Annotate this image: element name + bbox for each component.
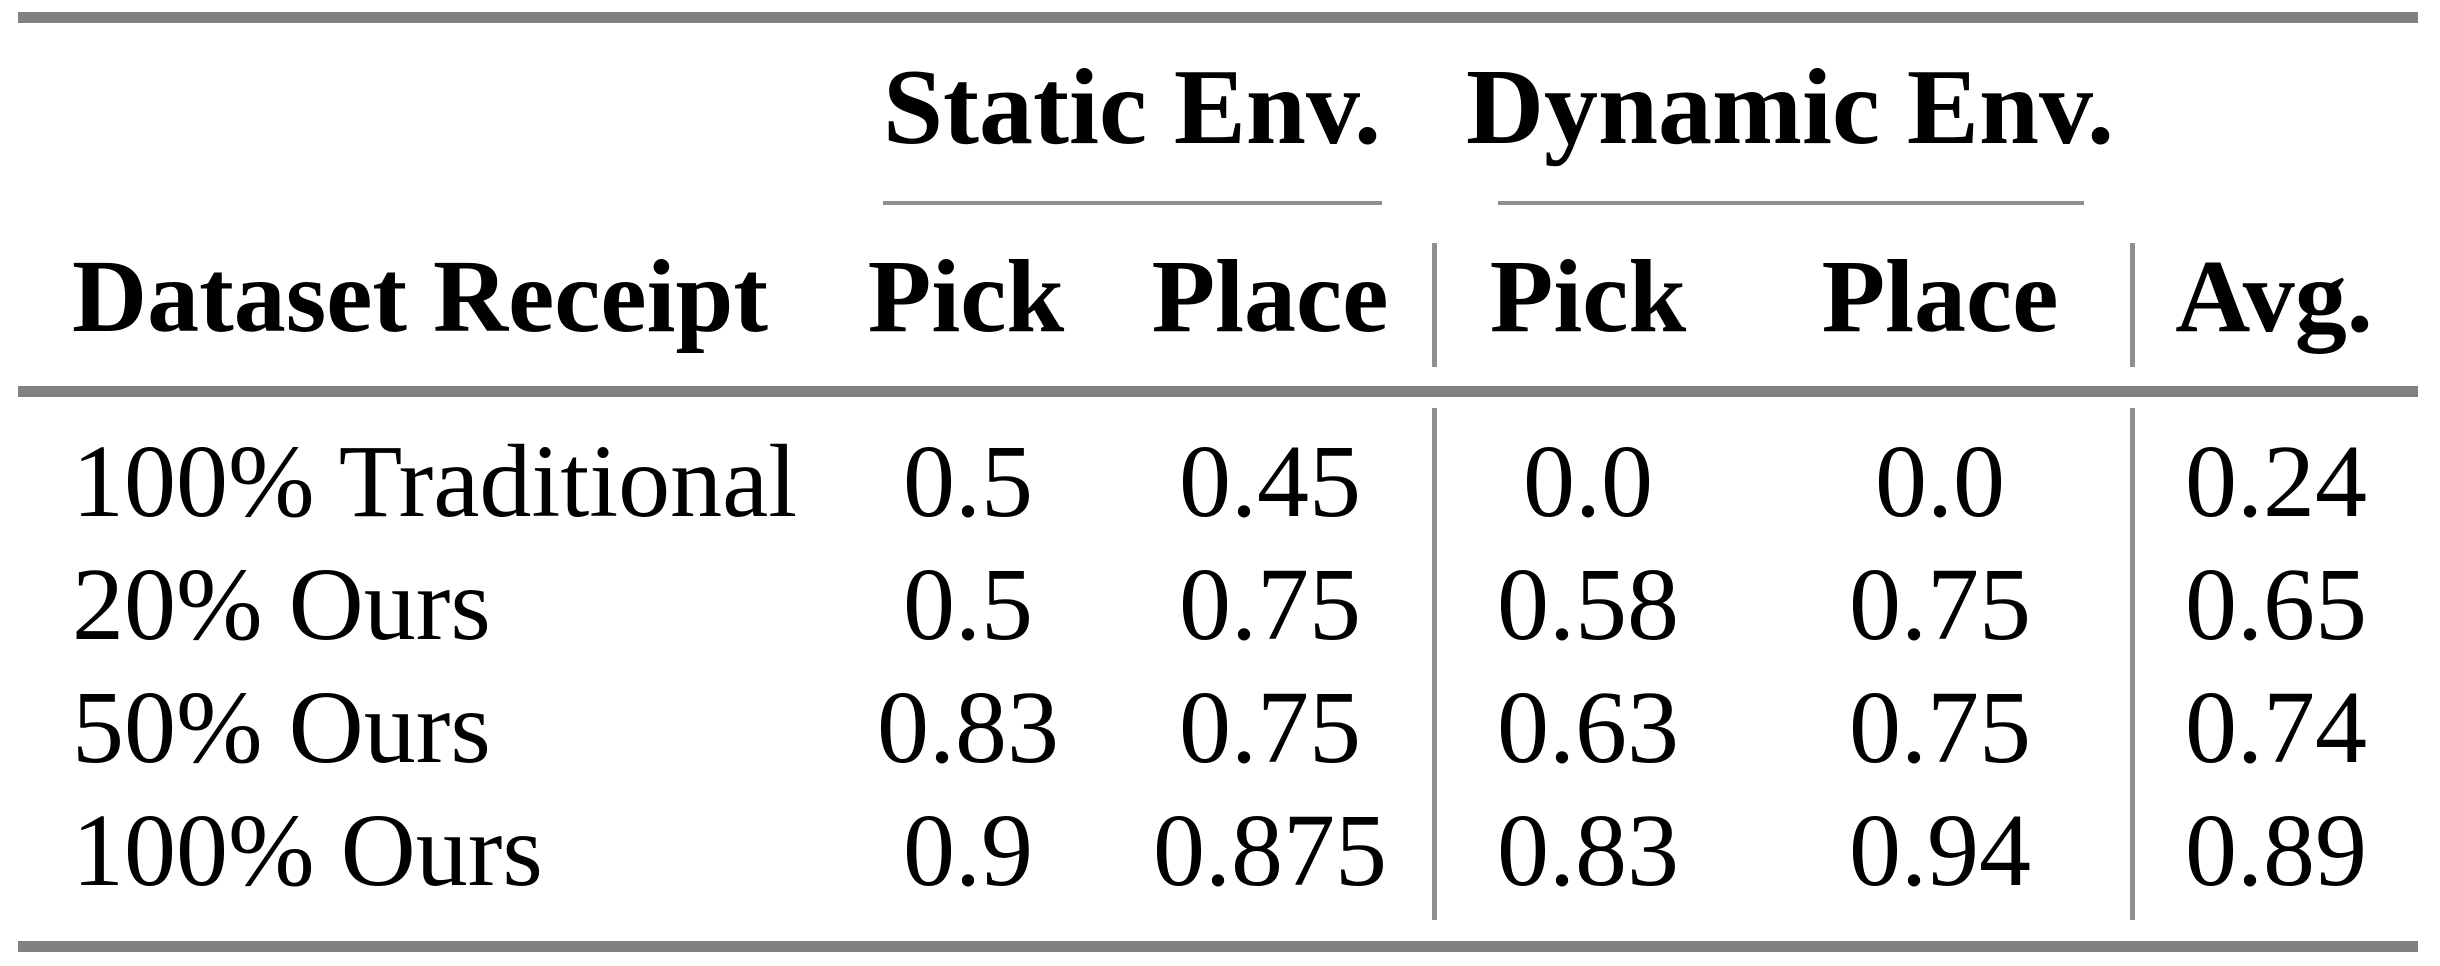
cell-static-place: 0.875 — [1153, 793, 1387, 908]
column-header-dynamic-place: Place — [1821, 239, 2059, 354]
cell-static-pick: 0.5 — [903, 547, 1033, 662]
column-header-dynamic-pick: Pick — [1489, 239, 1687, 354]
cell-dynamic-pick: 0.58 — [1497, 547, 1679, 662]
column-separator-static-dynamic-body — [1432, 408, 1437, 920]
column-header-static-pick: Pick — [867, 239, 1065, 354]
cell-static-place: 0.75 — [1179, 670, 1361, 785]
cell-avg: 0.65 — [2185, 547, 2367, 662]
cell-dynamic-place: 0.75 — [1849, 670, 2031, 785]
cell-dynamic-place: 0.75 — [1849, 547, 2031, 662]
dynamic-env-group-header: Dynamic Env. — [1465, 48, 2115, 167]
dynamic-env-cmidrule — [1498, 201, 2084, 205]
cell-dynamic-pick: 0.63 — [1497, 670, 1679, 785]
cell-static-pick: 0.83 — [877, 670, 1059, 785]
cell-static-place: 0.75 — [1179, 547, 1361, 662]
column-header-avg: Avg. — [2175, 239, 2373, 354]
cell-dynamic-place: 0.0 — [1875, 424, 2005, 539]
cell-static-place: 0.45 — [1179, 424, 1361, 539]
cell-dynamic-pick: 0.83 — [1497, 793, 1679, 908]
row-label: 20% Ours — [72, 547, 491, 662]
cell-dynamic-place: 0.94 — [1849, 793, 2031, 908]
cell-avg: 0.89 — [2185, 793, 2367, 908]
static-env-cmidrule — [883, 201, 1382, 205]
mid-rule — [18, 386, 2418, 397]
cell-avg: 0.24 — [2185, 424, 2367, 539]
column-header-dataset-receipt: Dataset Receipt — [72, 239, 768, 354]
top-rule — [18, 12, 2418, 23]
column-separator-dynamic-avg-body — [2130, 408, 2135, 920]
static-env-group-header: Static Env. — [882, 48, 1382, 167]
column-separator-dynamic-avg-header — [2130, 243, 2135, 367]
bottom-rule — [18, 941, 2418, 952]
cell-static-pick: 0.9 — [903, 793, 1033, 908]
cell-dynamic-pick: 0.0 — [1523, 424, 1653, 539]
cell-avg: 0.74 — [2185, 670, 2367, 785]
cell-static-pick: 0.5 — [903, 424, 1033, 539]
column-header-static-place: Place — [1151, 239, 1389, 354]
row-label: 100% Traditional — [72, 424, 798, 539]
row-label: 50% Ours — [72, 670, 491, 785]
column-separator-static-dynamic-header — [1432, 243, 1437, 367]
row-label: 100% Ours — [72, 793, 543, 908]
